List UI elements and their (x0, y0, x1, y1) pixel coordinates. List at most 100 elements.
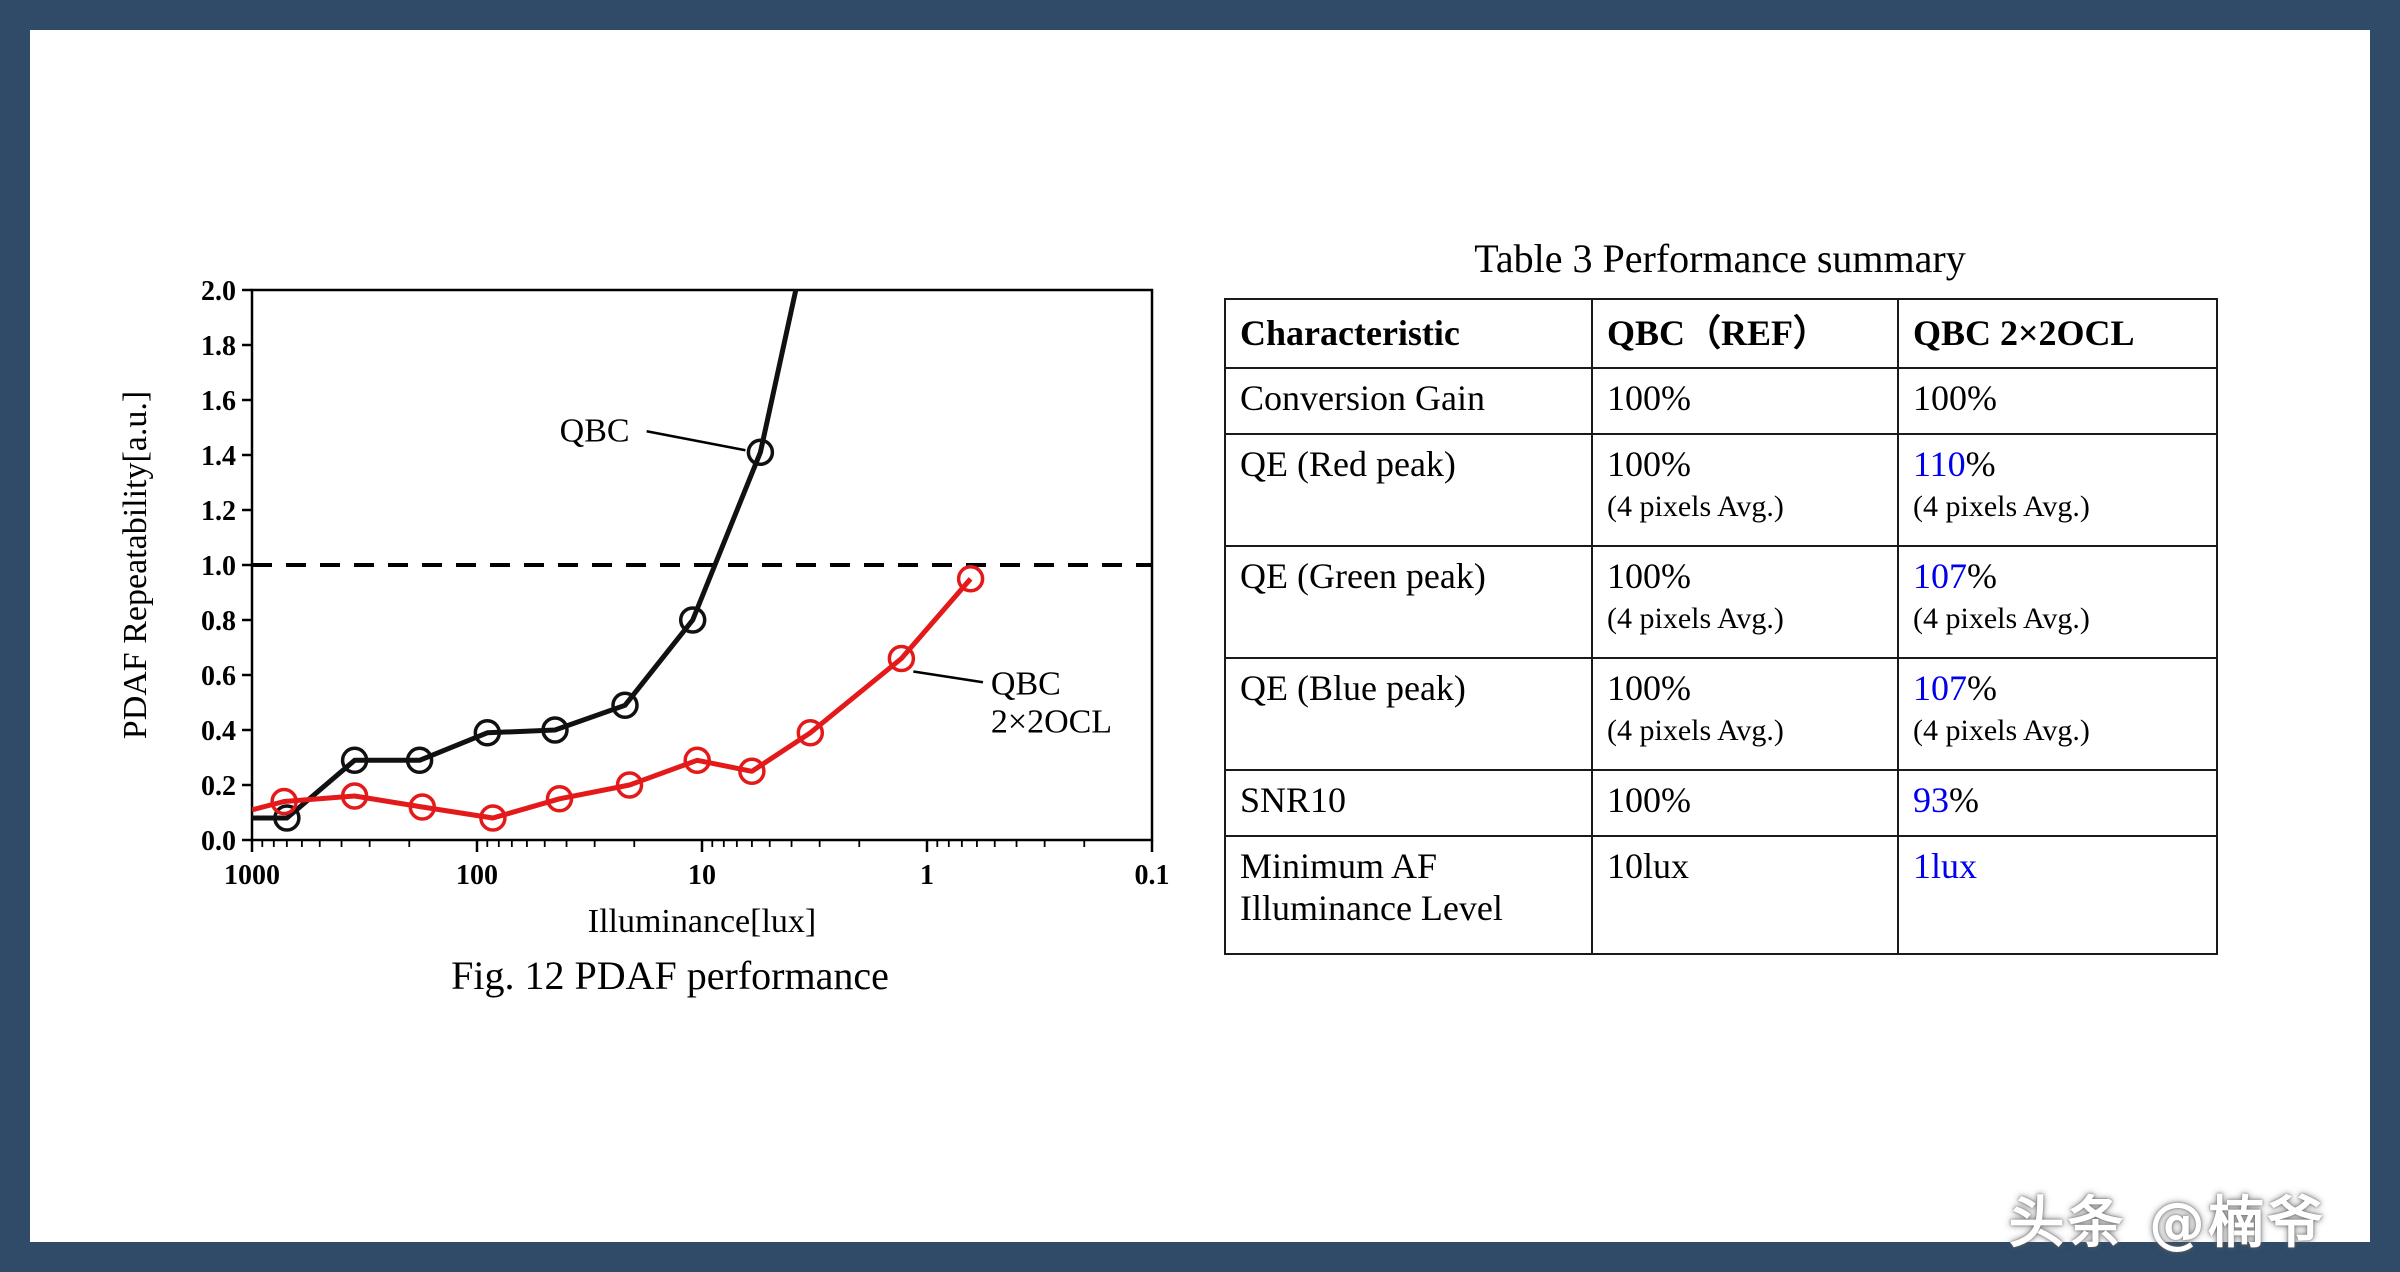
data-point-marker (678, 606, 707, 634)
qbc-ocl-cell: 107% (4 pixels Avg.) (1897, 657, 2218, 771)
data-point-marker (887, 644, 916, 673)
qbc-ocl-cell: 93% (1897, 769, 2218, 837)
data-point-marker (545, 785, 574, 813)
characteristic-cell: QE (Blue peak) (1224, 657, 1593, 771)
data-point-marker (611, 691, 639, 720)
y-tick-label: 1.2 (201, 496, 236, 527)
table-row: QE (Blue peak) 100% (4 pixels Avg.) 107% (4 … (1224, 657, 2218, 771)
characteristic-cell: QE (Red peak) (1224, 433, 1593, 547)
characteristic-cell: SNR10 (1224, 769, 1593, 837)
qbc-ocl-cell: 1lux (1897, 835, 2218, 955)
qbc-ref-cell: 100% (1591, 769, 1899, 837)
characteristic-cell: Minimum AF Illuminance Level (1224, 835, 1593, 955)
table-row: Conversion Gain 100% 100% (1224, 367, 2218, 435)
qbc-ocl-cell: 110% (4 pixels Avg.) (1897, 433, 2218, 547)
watermark: 头条 @楠爷 (2008, 1191, 2326, 1256)
characteristic-cell: QE (Green peak) (1224, 545, 1593, 659)
y-tick-label: 2.0 (201, 276, 236, 307)
cell-note: (4 pixels Avg.) (1913, 490, 2090, 524)
cell-value: 93% (1913, 780, 1979, 820)
qbc-ref-cell: 100% (4 pixels Avg.) (1591, 545, 1899, 659)
y-tick-label: 0.2 (201, 771, 236, 802)
data-point-marker (340, 746, 369, 775)
chart-annotation: QBC (991, 665, 1061, 702)
data-point-marker (956, 565, 985, 593)
data-point-marker (746, 438, 775, 467)
y-tick-label: 1.4 (201, 441, 236, 472)
x-tick-label: 1 (920, 860, 934, 891)
table-header-cell: QBC 2×2OCL (1897, 298, 2218, 369)
cell-value: 100% (1607, 780, 1691, 820)
cell-note: (4 pixels Avg.) (1607, 490, 1784, 524)
data-point-marker (796, 719, 825, 747)
cell-value: 107% (1913, 556, 1997, 596)
table-header-cell: Characteristic (1224, 298, 1593, 369)
x-tick-label: 1000 (224, 860, 280, 891)
y-axis-label: PDAF Repeatability[a.u.] (117, 391, 154, 739)
x-axis-label: Illuminance[lux] (588, 903, 816, 940)
cell-note: (4 pixels Avg.) (1913, 602, 2090, 636)
data-point-marker (473, 719, 502, 747)
x-tick-label: 10 (688, 860, 716, 891)
x-tick-label: 100 (456, 860, 498, 891)
table-row: QE (Green peak) 100% (4 pixels Avg.) 107% (4… (1224, 545, 2218, 659)
performance-table-block: Table 3 Performance summary Characterist… (1224, 235, 2218, 955)
y-tick-label: 1.8 (201, 331, 236, 362)
data-point-marker (615, 771, 644, 799)
qbc-ref-cell: 100% (4 pixels Avg.) (1591, 433, 1899, 547)
x-tick-label: 0.1 (1135, 860, 1170, 891)
cell-value: 100% (1607, 556, 1691, 596)
figure-caption: Fig. 12 PDAF performance (451, 953, 889, 998)
data-point-marker (270, 787, 298, 816)
cell-note: (4 pixels Avg.) (1607, 714, 1784, 748)
cell-value: 100% (1607, 444, 1691, 484)
qbc-ocl-cell: 107% (4 pixels Avg.) (1897, 545, 2218, 659)
cell-note: (4 pixels Avg.) (1607, 602, 1784, 636)
data-point-marker (541, 716, 569, 744)
data-point-marker (683, 746, 711, 775)
annotation-connector (913, 670, 984, 684)
table-row: QE (Red peak) 100% (4 pixels Avg.) 110% (4 p… (1224, 433, 2218, 547)
qbc-ref-cell: 10lux (1591, 835, 1899, 955)
cell-value: 100% (1607, 378, 1691, 418)
table-row: SNR10 100% 93% (1224, 769, 2218, 837)
y-tick-label: 0.4 (201, 716, 236, 747)
y-tick-label: 0.0 (201, 826, 236, 857)
data-point-marker (738, 757, 766, 786)
series-line-qbc (252, 290, 799, 821)
table-row: Minimum AF Illuminance Level 10lux 1lux (1224, 835, 2218, 955)
qbc-ref-cell: 100% (1591, 367, 1899, 435)
annotation-connector (646, 430, 746, 452)
cell-value: 110% (1913, 444, 1996, 484)
characteristic-cell: Conversion Gain (1224, 367, 1593, 435)
y-tick-label: 0.8 (201, 606, 236, 637)
qbc-ref-cell: 100% (4 pixels Avg.) (1591, 657, 1899, 771)
data-point-marker (340, 782, 369, 810)
series-line-qbc-2x2ocl (252, 577, 973, 821)
table-body: Conversion Gain 100% 100% QE (Red peak) 100%… (1224, 367, 2218, 955)
data-point-marker (408, 793, 437, 821)
y-tick-label: 0.6 (201, 661, 236, 692)
data-point-marker (273, 804, 301, 832)
table-title: Table 3 Performance summary (1474, 236, 1966, 281)
pdaf-figure: 0.0 0.2 0.4 0.6 0.8 1.0 1.2 1.4 1.6 1.8 2.0 1000 100… (112, 270, 1172, 950)
y-tick-label: 1.0 (201, 551, 236, 582)
data-point-marker (405, 746, 434, 775)
qbc-ocl-cell: 100% (1897, 367, 2218, 435)
chart-annotation: 2×2OCL (991, 703, 1112, 740)
chart-annotation: QBC (560, 412, 630, 449)
cell-value: 1lux (1913, 846, 1978, 886)
content-area: 0.0 0.2 0.4 0.6 0.8 1.0 1.2 1.4 1.6 1.8 2.0 1000 100… (30, 30, 2370, 1256)
table-header-row: Characteristic QBC（REF） QBC 2×2OCL (1224, 298, 2218, 369)
y-tick-label: 1.6 (201, 386, 236, 417)
performance-table: Characteristic QBC（REF） QBC 2×2OCL Convers… (1224, 298, 2218, 955)
cell-value: 100% (1607, 668, 1691, 708)
cell-note: (4 pixels Avg.) (1913, 714, 2090, 748)
cell-value: 107% (1913, 668, 1997, 708)
data-point-marker (479, 804, 507, 832)
cell-value: 10lux (1607, 846, 1690, 886)
table-header-cell: QBC（REF） (1591, 298, 1899, 369)
cell-value: 100% (1913, 378, 1997, 418)
